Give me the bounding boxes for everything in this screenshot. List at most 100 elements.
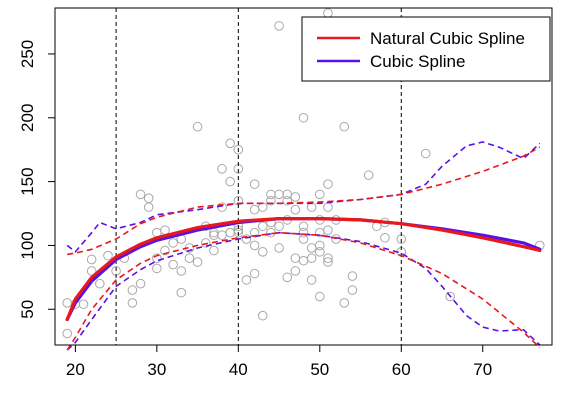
data-point [314, 247, 325, 257]
data-point [209, 245, 219, 256]
data-point [282, 189, 293, 200]
data-point [168, 238, 178, 248]
x-tick-label: 40 [229, 360, 248, 379]
data-point [298, 227, 309, 238]
data-point [225, 176, 235, 187]
data-point [363, 170, 374, 181]
data-point [217, 164, 227, 174]
data-point [331, 234, 341, 244]
x-tick-label: 30 [147, 360, 166, 379]
data-point [298, 234, 309, 244]
data-point [143, 193, 154, 204]
data-point [86, 254, 97, 265]
data-point [314, 291, 325, 302]
data-point [347, 271, 358, 281]
data-point [290, 266, 301, 276]
data-point [78, 299, 89, 309]
data-point [323, 8, 333, 18]
confidence-bands [66, 141, 541, 351]
data-point [152, 253, 162, 263]
y-tick-label: 50 [18, 300, 37, 319]
data-point [135, 189, 146, 200]
data-point [323, 257, 333, 267]
data-point [62, 298, 73, 308]
data-point [127, 298, 138, 308]
data-point [225, 138, 235, 149]
data-point [127, 285, 138, 295]
data-point [233, 144, 244, 155]
data-point [282, 272, 293, 283]
fit-curve-natural [65, 217, 542, 322]
data-point [306, 202, 317, 212]
band-lower-natural [66, 231, 541, 351]
data-point [290, 253, 301, 263]
x-tick-label: 50 [310, 360, 329, 379]
band-upper-natural [67, 146, 541, 256]
data-point [225, 227, 235, 238]
data-point [249, 240, 260, 251]
data-point [266, 195, 276, 206]
data-point [306, 275, 317, 285]
data-point [274, 189, 284, 200]
data-point [160, 245, 170, 256]
x-tick-label: 70 [473, 360, 492, 379]
fit-curves [65, 217, 542, 322]
data-point [314, 189, 325, 200]
data-point [249, 204, 260, 215]
data-point [380, 232, 390, 243]
data-point [257, 221, 268, 232]
data-point [339, 121, 350, 132]
data-point [95, 278, 105, 289]
data-point [168, 259, 178, 270]
data-point [160, 225, 170, 235]
y-tick-label: 250 [18, 40, 37, 68]
data-point [420, 148, 431, 159]
data-point [298, 255, 309, 266]
data-point [274, 221, 284, 232]
legend-box [301, 16, 551, 82]
data-point [135, 278, 146, 289]
y-tick-label: 150 [18, 167, 37, 195]
data-point [257, 310, 268, 321]
axes: 20 30 40 50 60 70 50 100 150 200 250 [18, 7, 553, 379]
data-point [143, 202, 154, 212]
x-tick-label: 20 [66, 360, 85, 379]
data-point [176, 287, 187, 298]
data-point [323, 202, 333, 212]
data-point [290, 192, 301, 202]
data-point [103, 250, 113, 261]
data-point [298, 221, 309, 232]
data-point [445, 291, 455, 302]
legend-label-natural: Natural Cubic Spline [370, 29, 525, 48]
data-point [241, 234, 252, 244]
data-point [323, 253, 333, 263]
data-point [217, 230, 227, 241]
data-point [314, 240, 325, 251]
legend-label-cubic: Cubic Spline [370, 52, 465, 71]
data-point [323, 179, 333, 189]
data-point [266, 189, 276, 200]
data-point [339, 298, 350, 308]
y-tick-label: 100 [18, 231, 37, 259]
data-point [298, 112, 309, 123]
data-point [257, 202, 268, 212]
data-point [184, 253, 195, 263]
data-point [306, 243, 317, 253]
data-point [241, 275, 252, 285]
data-point [274, 243, 284, 253]
data-point [192, 121, 203, 132]
data-point [323, 225, 333, 235]
data-point [192, 257, 203, 267]
data-point [249, 268, 260, 279]
data-point [62, 328, 73, 339]
data-point [306, 253, 317, 263]
data-point [274, 21, 284, 31]
legend: Natural Cubic Spline Cubic Spline [301, 16, 551, 82]
data-point [249, 227, 260, 238]
data-point [176, 266, 187, 276]
y-tick-label: 200 [18, 104, 37, 132]
scatter-points [62, 8, 545, 339]
data-point [257, 247, 268, 257]
data-point [347, 285, 358, 295]
